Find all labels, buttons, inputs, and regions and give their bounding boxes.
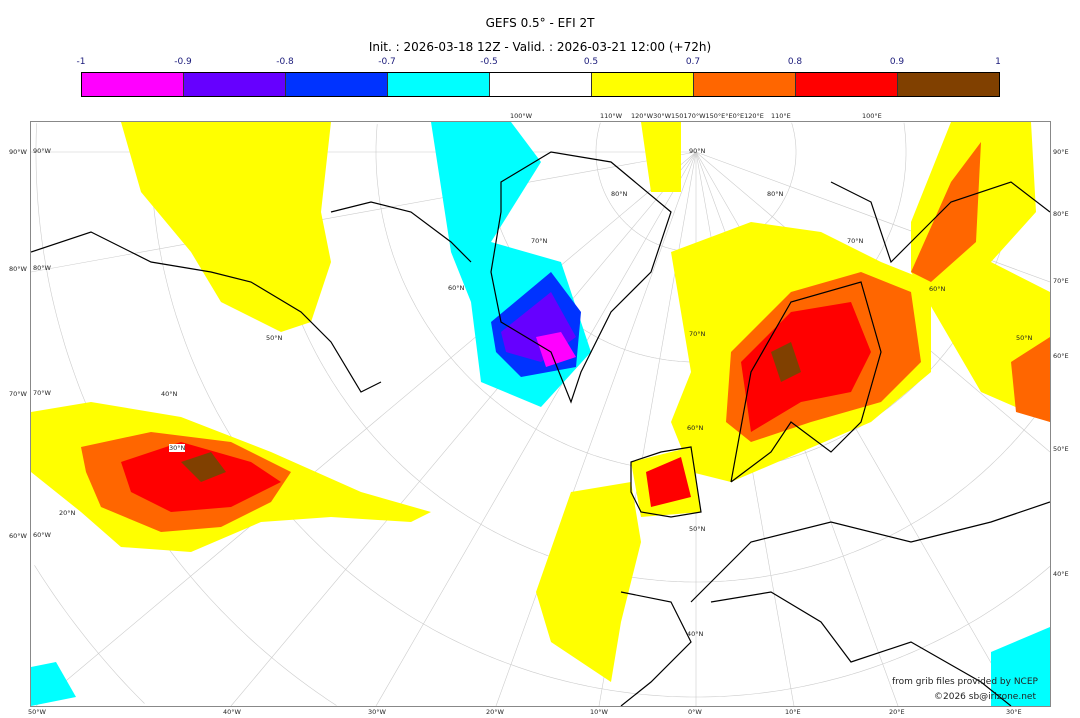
lat-label: 20°N xyxy=(59,509,76,517)
latitude-circle xyxy=(34,565,145,704)
efi-region-cold-southeast xyxy=(991,627,1050,706)
axis-label-right: 50°E xyxy=(1053,445,1069,453)
coastlines xyxy=(31,151,1050,706)
latitude-circle xyxy=(791,122,797,152)
colorbar-tick: -1 xyxy=(76,57,86,67)
colorbar-tick: 1 xyxy=(995,57,1001,67)
lat-label: 60°N xyxy=(687,424,704,432)
colorbar-swatch xyxy=(388,73,490,96)
axis-label-left: 70°W xyxy=(33,389,51,397)
source-credit: from grib files provided by NCEP xyxy=(892,677,1038,687)
colorbar xyxy=(81,72,1000,97)
axis-label-top: 100°W xyxy=(510,112,533,120)
axis-label-left: 60°W xyxy=(33,531,51,539)
colorbar-swatch xyxy=(694,73,796,96)
colorbar-tick: 0.7 xyxy=(685,57,701,67)
efi-region-warm-north-pole xyxy=(641,122,681,192)
lat-label: 70°N xyxy=(847,237,864,245)
lat-label: 60°N xyxy=(448,284,465,292)
axis-label-bottom: 30°E xyxy=(1006,708,1022,716)
axis-label-left-outer: 60°W xyxy=(9,532,27,540)
latitude-circle xyxy=(903,122,907,152)
map-title: GEFS 0.5° - EFI 2T xyxy=(485,16,595,30)
colorbar-tick: 0.5 xyxy=(583,57,599,67)
axis-label-left: 80°W xyxy=(33,264,51,272)
efi-region-cold-southwest xyxy=(31,662,76,706)
lat-label: 50°N xyxy=(1016,334,1033,342)
efi-region-red-scandinavia xyxy=(741,302,871,432)
axis-label-right: 90°E xyxy=(1053,148,1069,156)
colorbar-swatch xyxy=(490,73,592,96)
efi-region-warm-northamerica xyxy=(121,122,331,332)
lat-label: 70°N xyxy=(689,330,706,338)
axis-label-left: 90°W xyxy=(33,147,51,155)
axis-label-left-outer: 90°W xyxy=(9,148,27,156)
axis-label-bottom: 20°W xyxy=(486,708,504,716)
lat-label: 50°N xyxy=(266,334,283,342)
lat-label: 40°N xyxy=(687,630,704,638)
efi-field xyxy=(31,122,1050,706)
axis-label-top: 100°E xyxy=(862,112,882,120)
axis-label-right: 40°E xyxy=(1053,570,1069,578)
axis-label-left-outer: 80°W xyxy=(9,265,27,273)
axis-label-bottom: 50°W xyxy=(28,708,46,716)
colorbar-swatch xyxy=(796,73,898,96)
axis-label-bottom: 0°W xyxy=(688,708,702,716)
axis-label-bottom: 10°W xyxy=(590,708,608,716)
lat-label: 80°N xyxy=(767,190,784,198)
colorbar-tick: 0.8 xyxy=(787,57,803,67)
axis-label-bottom: 10°E xyxy=(785,708,801,716)
axis-label-top: 120°W30°W150170°W150°E°E0°E120°E xyxy=(631,112,764,120)
efi-region-orange-siberia xyxy=(911,142,1050,422)
colorbar-tick: -0.9 xyxy=(174,57,192,67)
axis-label-right: 70°E xyxy=(1053,277,1069,285)
axis-label-right: 60°E xyxy=(1053,352,1069,360)
lat-label: 70°N xyxy=(531,237,548,245)
colorbar-swatch xyxy=(184,73,286,96)
colorbar-tick: -0.5 xyxy=(480,57,498,67)
colorbar-swatch xyxy=(898,73,999,96)
map-panel: 90°W 80°W 70°W 60°W 40°N 50°N 30°N 20°N … xyxy=(30,121,1051,707)
axis-label-bottom: 40°W xyxy=(223,708,241,716)
axis-label-bottom: 20°E xyxy=(889,708,905,716)
colorbar-swatch xyxy=(82,73,184,96)
lat-label: 30°N xyxy=(169,444,186,452)
lat-label: 60°N xyxy=(929,285,946,293)
map-canvas xyxy=(31,122,1050,706)
axis-label-top: 110°W xyxy=(600,112,623,120)
lat-label: 40°N xyxy=(161,390,178,398)
efi-region-magenta-greenland xyxy=(536,332,576,367)
efi-region-uk-red xyxy=(646,457,691,507)
map-subtitle: Init. : 2026-03-18 12Z - Valid. : 2026-0… xyxy=(368,40,712,54)
efi-region-warm-iberia xyxy=(536,482,641,682)
axis-label-bottom: 30°W xyxy=(368,708,386,716)
axis-label-right: 80°E xyxy=(1053,210,1069,218)
lat-label: 80°N xyxy=(611,190,628,198)
copyright-credit: ©2026 sb@irizone.net xyxy=(934,692,1036,702)
colorbar-tick: -0.8 xyxy=(276,57,294,67)
colorbar-tick: -0.7 xyxy=(378,57,396,67)
lat-label: 50°N xyxy=(689,525,706,533)
efi-region-brown-atlantic xyxy=(181,452,226,482)
axis-label-left-outer: 70°W xyxy=(9,390,27,398)
lat-label: 90°N xyxy=(689,147,706,155)
latitude-circle xyxy=(150,123,1050,698)
efi-region-brown-scandinavia xyxy=(771,342,801,382)
colorbar-swatch xyxy=(286,73,388,96)
colorbar-swatch xyxy=(592,73,694,96)
colorbar-tick: 0.9 xyxy=(889,57,905,67)
axis-label-top: 110°E xyxy=(771,112,791,120)
